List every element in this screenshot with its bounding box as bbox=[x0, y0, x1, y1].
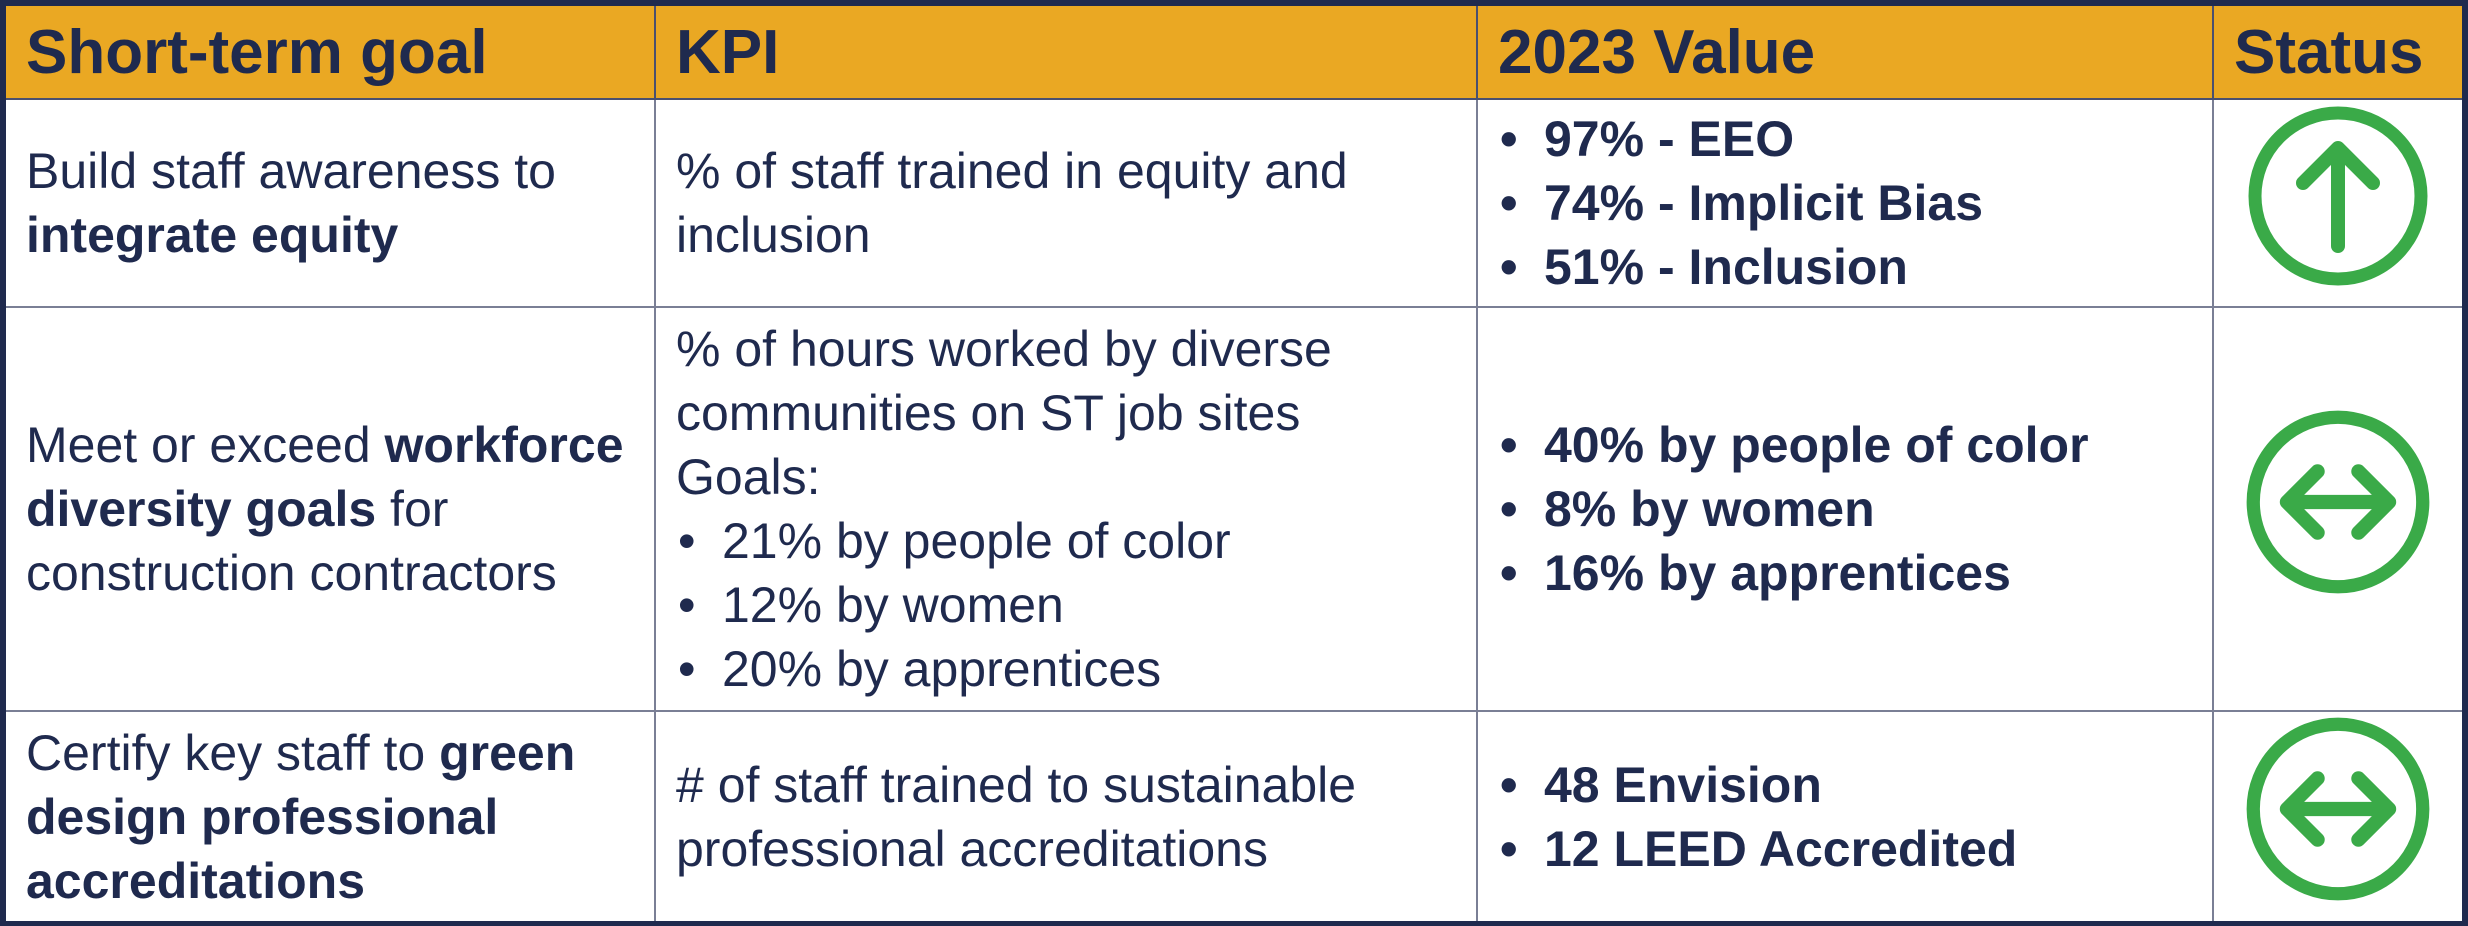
goal-item: 12% by women bbox=[676, 573, 1456, 637]
status-neutral-icon bbox=[2246, 717, 2430, 901]
goal: Build staff awareness to integrate equit… bbox=[2, 98, 656, 308]
header-cell: Short-term goal bbox=[2, 2, 656, 100]
text-bold: integrate equity bbox=[26, 207, 399, 263]
header-cell: KPI bbox=[654, 2, 1478, 100]
row: Build staff awareness to integrate equit… bbox=[2, 98, 2466, 308]
goal-item: 20% by apprentices bbox=[676, 637, 1456, 701]
text: Certify key staff to bbox=[26, 724, 440, 781]
text: for construction contractors bbox=[26, 481, 557, 601]
status bbox=[2212, 306, 2466, 712]
text: Build staff awareness to bbox=[26, 143, 556, 199]
row: Certify key staff to green design profes… bbox=[2, 710, 2466, 925]
header-cell: 2023 Value bbox=[1476, 2, 2214, 100]
values: 97% - EEO 74% - Implicit Bias 51% - Incl… bbox=[1476, 98, 2214, 308]
text: Goals: bbox=[676, 449, 821, 505]
row: Meet or exceed workforce diversity goals… bbox=[2, 306, 2466, 712]
list: 97% - EEO 74% - Implicit Bias 51% - Incl… bbox=[1498, 107, 2192, 299]
goal-item: 21% by people of color bbox=[676, 509, 1456, 573]
values: 48 Envision 12 LEED Accredited bbox=[1476, 710, 2214, 925]
status-neutral-icon bbox=[2246, 410, 2430, 593]
value: 12 LEED Accredited bbox=[1498, 817, 2192, 881]
values: 40% by people of color 8% by women 16% b… bbox=[1476, 306, 2214, 712]
text-bold: workforce diversity goals bbox=[26, 417, 624, 537]
list: 48 Envision 12 LEED Accredited bbox=[1498, 753, 2192, 881]
kpi: % of hours worked by diverse communities… bbox=[654, 306, 1478, 712]
value: 8% by women bbox=[1498, 477, 2192, 541]
value: 40% by people of color bbox=[1498, 413, 2192, 477]
value: 16% by apprentices bbox=[1498, 541, 2192, 605]
text: Meet or exceed bbox=[26, 417, 385, 473]
value: 74% - Implicit Bias bbox=[1498, 171, 2192, 235]
value: 48 Envision bbox=[1498, 753, 2192, 817]
value: 97% - EEO bbox=[1498, 107, 2192, 171]
status-up-icon bbox=[2248, 106, 2428, 285]
kpi: # of staff trained to sustainable profes… bbox=[654, 710, 1478, 925]
header-cell: Status bbox=[2212, 2, 2466, 100]
value: 51% - Inclusion bbox=[1498, 235, 2192, 299]
list: 21% by people of color 12% by women 20% … bbox=[676, 509, 1456, 701]
goal: Certify key staff to green design profes… bbox=[2, 710, 656, 925]
status bbox=[2212, 98, 2466, 308]
kpi: % of staff trained in equity and inclusi… bbox=[654, 98, 1478, 308]
header-row: Short-term goal KPI 2023 Value Status bbox=[2, 2, 2466, 100]
goal: Meet or exceed workforce diversity goals… bbox=[2, 306, 656, 712]
text-bold: green design professional accreditations bbox=[26, 724, 576, 909]
status bbox=[2212, 710, 2466, 925]
list: 40% by people of color 8% by women 16% b… bbox=[1498, 413, 2192, 605]
text: % of hours worked by diverse communities… bbox=[676, 321, 1332, 441]
